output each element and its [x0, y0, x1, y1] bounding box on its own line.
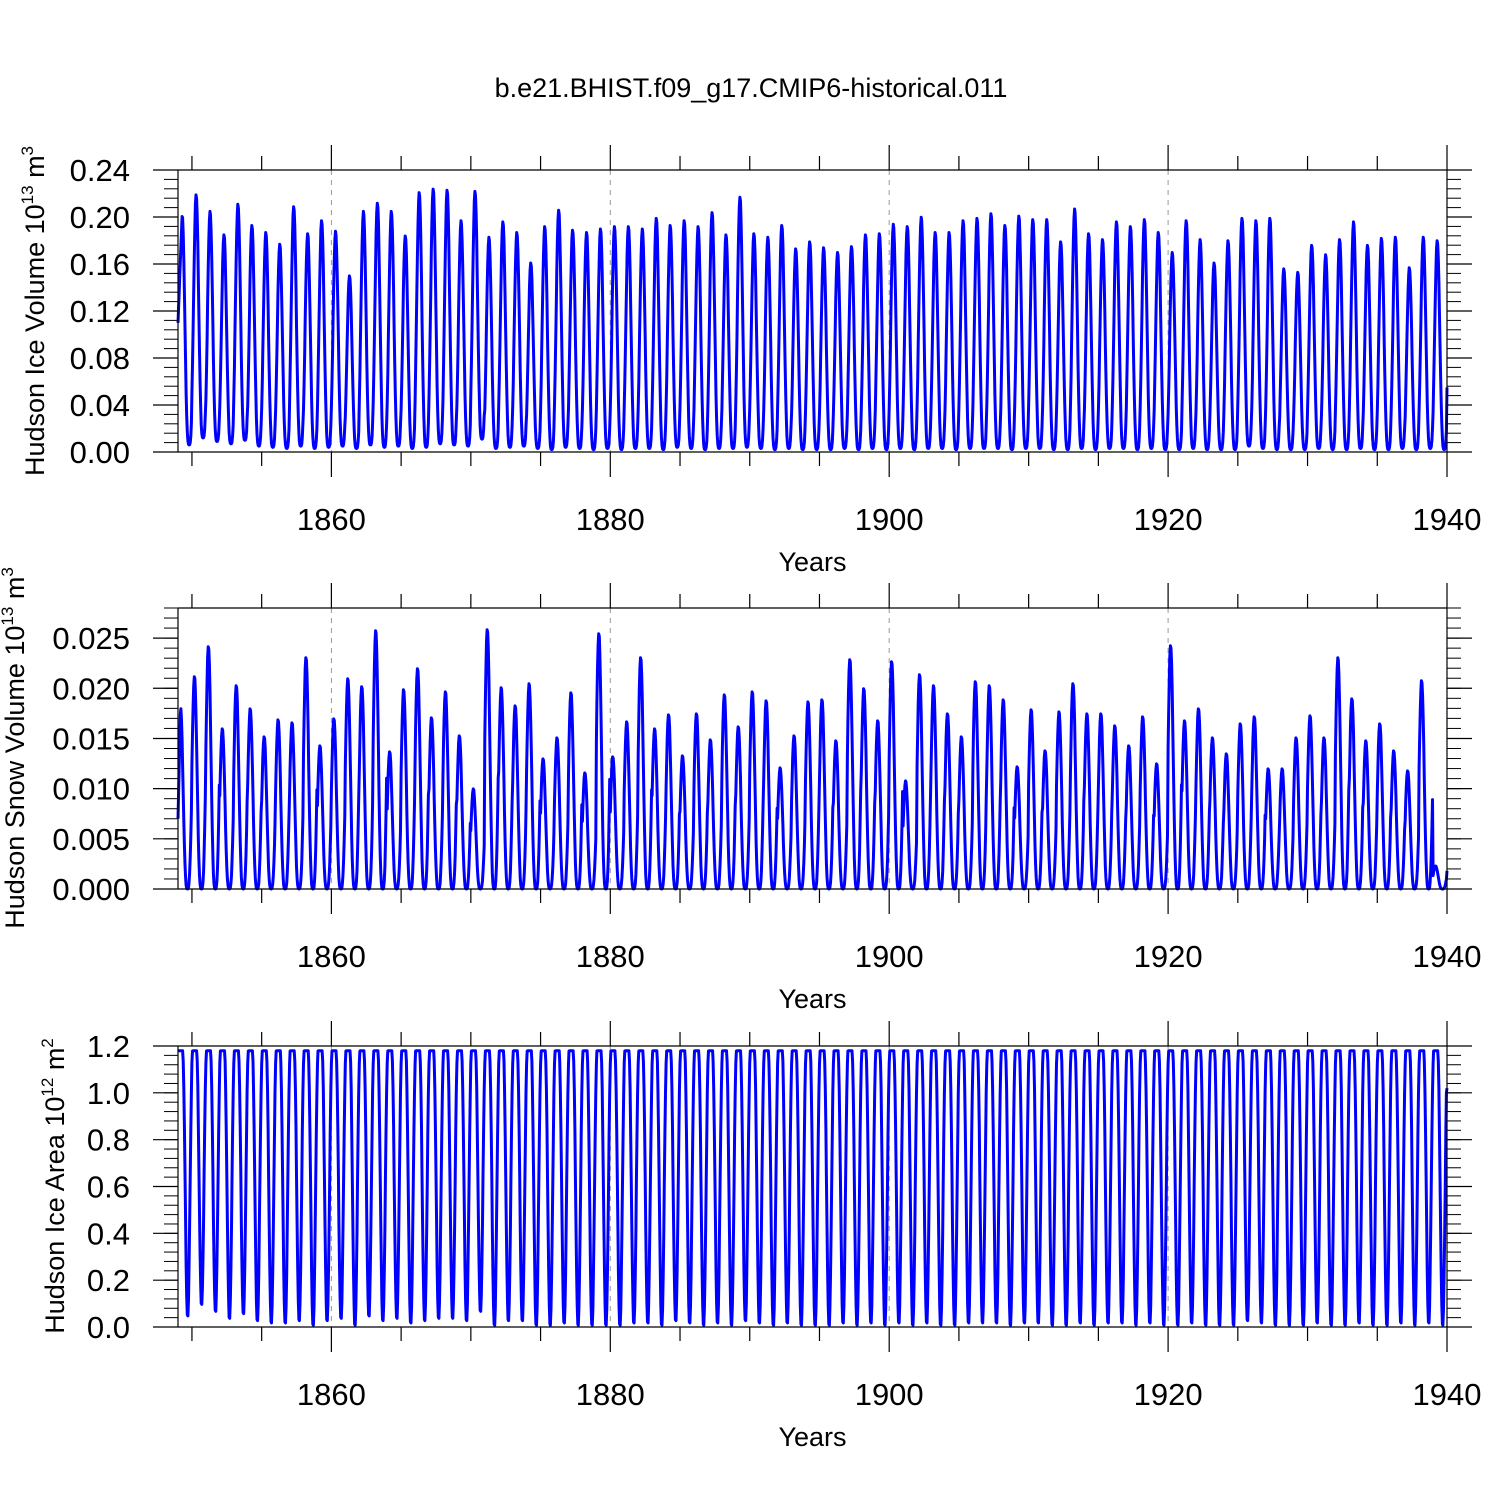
y-tick-label: 0.04 — [70, 388, 130, 423]
x-tick-label: 1920 — [1134, 939, 1203, 974]
chart-panel-3: 0.0 0.2 0.4 0.6 0.8 1.0 1.2 1860 1880 1900 1920 194… — [38, 1021, 1481, 1452]
x-tick-label: 1860 — [297, 939, 366, 974]
x-tick-label: 1880 — [576, 939, 645, 974]
y-tick-label: 0.025 — [52, 621, 130, 656]
x-tick-label: 1940 — [1413, 502, 1482, 537]
x-tick-label: 1860 — [297, 502, 366, 537]
y-tick-label: 0.16 — [70, 247, 130, 282]
x-tick-label: 1920 — [1134, 1377, 1203, 1412]
y-tick-label: 0.010 — [52, 772, 130, 807]
y-axis-label-text: m — [20, 155, 50, 185]
y-tick-label: 0.08 — [70, 341, 130, 376]
y-axis-label-exponent: 3 — [0, 567, 17, 576]
y-tick-label: 0.2 — [87, 1263, 130, 1298]
x-tick-label: 1900 — [855, 939, 924, 974]
y-tick-label: 0.020 — [52, 671, 130, 706]
y-axis-label: Hudson Ice Area 1012 m2 — [38, 1038, 70, 1334]
data-line — [176, 187, 1449, 452]
y-axis-label-exponent: 2 — [38, 1038, 57, 1047]
y-tick-label: 0.24 — [70, 153, 130, 188]
y-axis-label: Hudson Snow Volume 1013 m3 — [0, 567, 30, 929]
x-tick-label: 1900 — [855, 1377, 924, 1412]
y-tick-label: 0.6 — [87, 1170, 130, 1205]
y-axis-label-exponent: 13 — [18, 185, 37, 204]
x-tick-label: 1880 — [576, 502, 645, 537]
x-axis-label: Years — [778, 547, 846, 577]
x-axis-label: Years — [778, 1422, 846, 1452]
y-tick-label: 1.2 — [87, 1029, 130, 1064]
y-axis-label-text: Hudson Ice Area 10 — [40, 1097, 70, 1334]
x-tick-label: 1880 — [576, 1377, 645, 1412]
figure-title: b.e21.BHIST.f09_g17.CMIP6-historical.011 — [495, 73, 1008, 103]
y-tick-label: 0.20 — [70, 200, 130, 235]
y-axis-label-exponent: 13 — [0, 607, 17, 626]
y-axis-label-text: Hudson Snow Volume 10 — [0, 626, 30, 929]
y-axis-label-exponent: 3 — [18, 146, 37, 155]
x-axis-label: Years — [778, 984, 846, 1014]
x-tick-label: 1940 — [1413, 1377, 1482, 1412]
y-axis-label-text: Hudson Ice Volume 10 — [20, 204, 50, 476]
y-axis-label: Hudson Ice Volume 1013 m3 — [18, 146, 50, 476]
data-line — [176, 628, 1449, 891]
y-tick-label: 0.12 — [70, 294, 130, 329]
chart-panel-2: 0.000 0.005 0.010 0.015 0.020 0.025 1860 1880 19… — [0, 567, 1481, 1014]
data-line — [177, 1049, 1449, 1327]
x-tick-label: 1860 — [297, 1377, 366, 1412]
y-tick-label: 0.4 — [87, 1216, 130, 1251]
y-tick-label: 0.0 — [87, 1310, 130, 1345]
y-tick-label: 1.0 — [87, 1076, 130, 1111]
y-tick-label: 0.000 — [52, 872, 130, 907]
x-tick-label: 1920 — [1134, 502, 1203, 537]
y-tick-label: 0.00 — [70, 435, 130, 470]
y-tick-label: 0.005 — [52, 822, 130, 857]
y-axis-label-text: m — [40, 1048, 70, 1078]
x-tick-label: 1940 — [1413, 939, 1482, 974]
chart-panel-1: 0.00 0.04 0.08 0.12 0.16 0.20 0.24 1860 1880 1900… — [18, 145, 1481, 577]
y-tick-label: 0.015 — [52, 721, 130, 756]
y-axis-label-exponent: 12 — [38, 1078, 57, 1097]
y-tick-label: 0.8 — [87, 1123, 130, 1158]
y-axis-label-text: m — [0, 577, 30, 607]
x-tick-label: 1900 — [855, 502, 924, 537]
